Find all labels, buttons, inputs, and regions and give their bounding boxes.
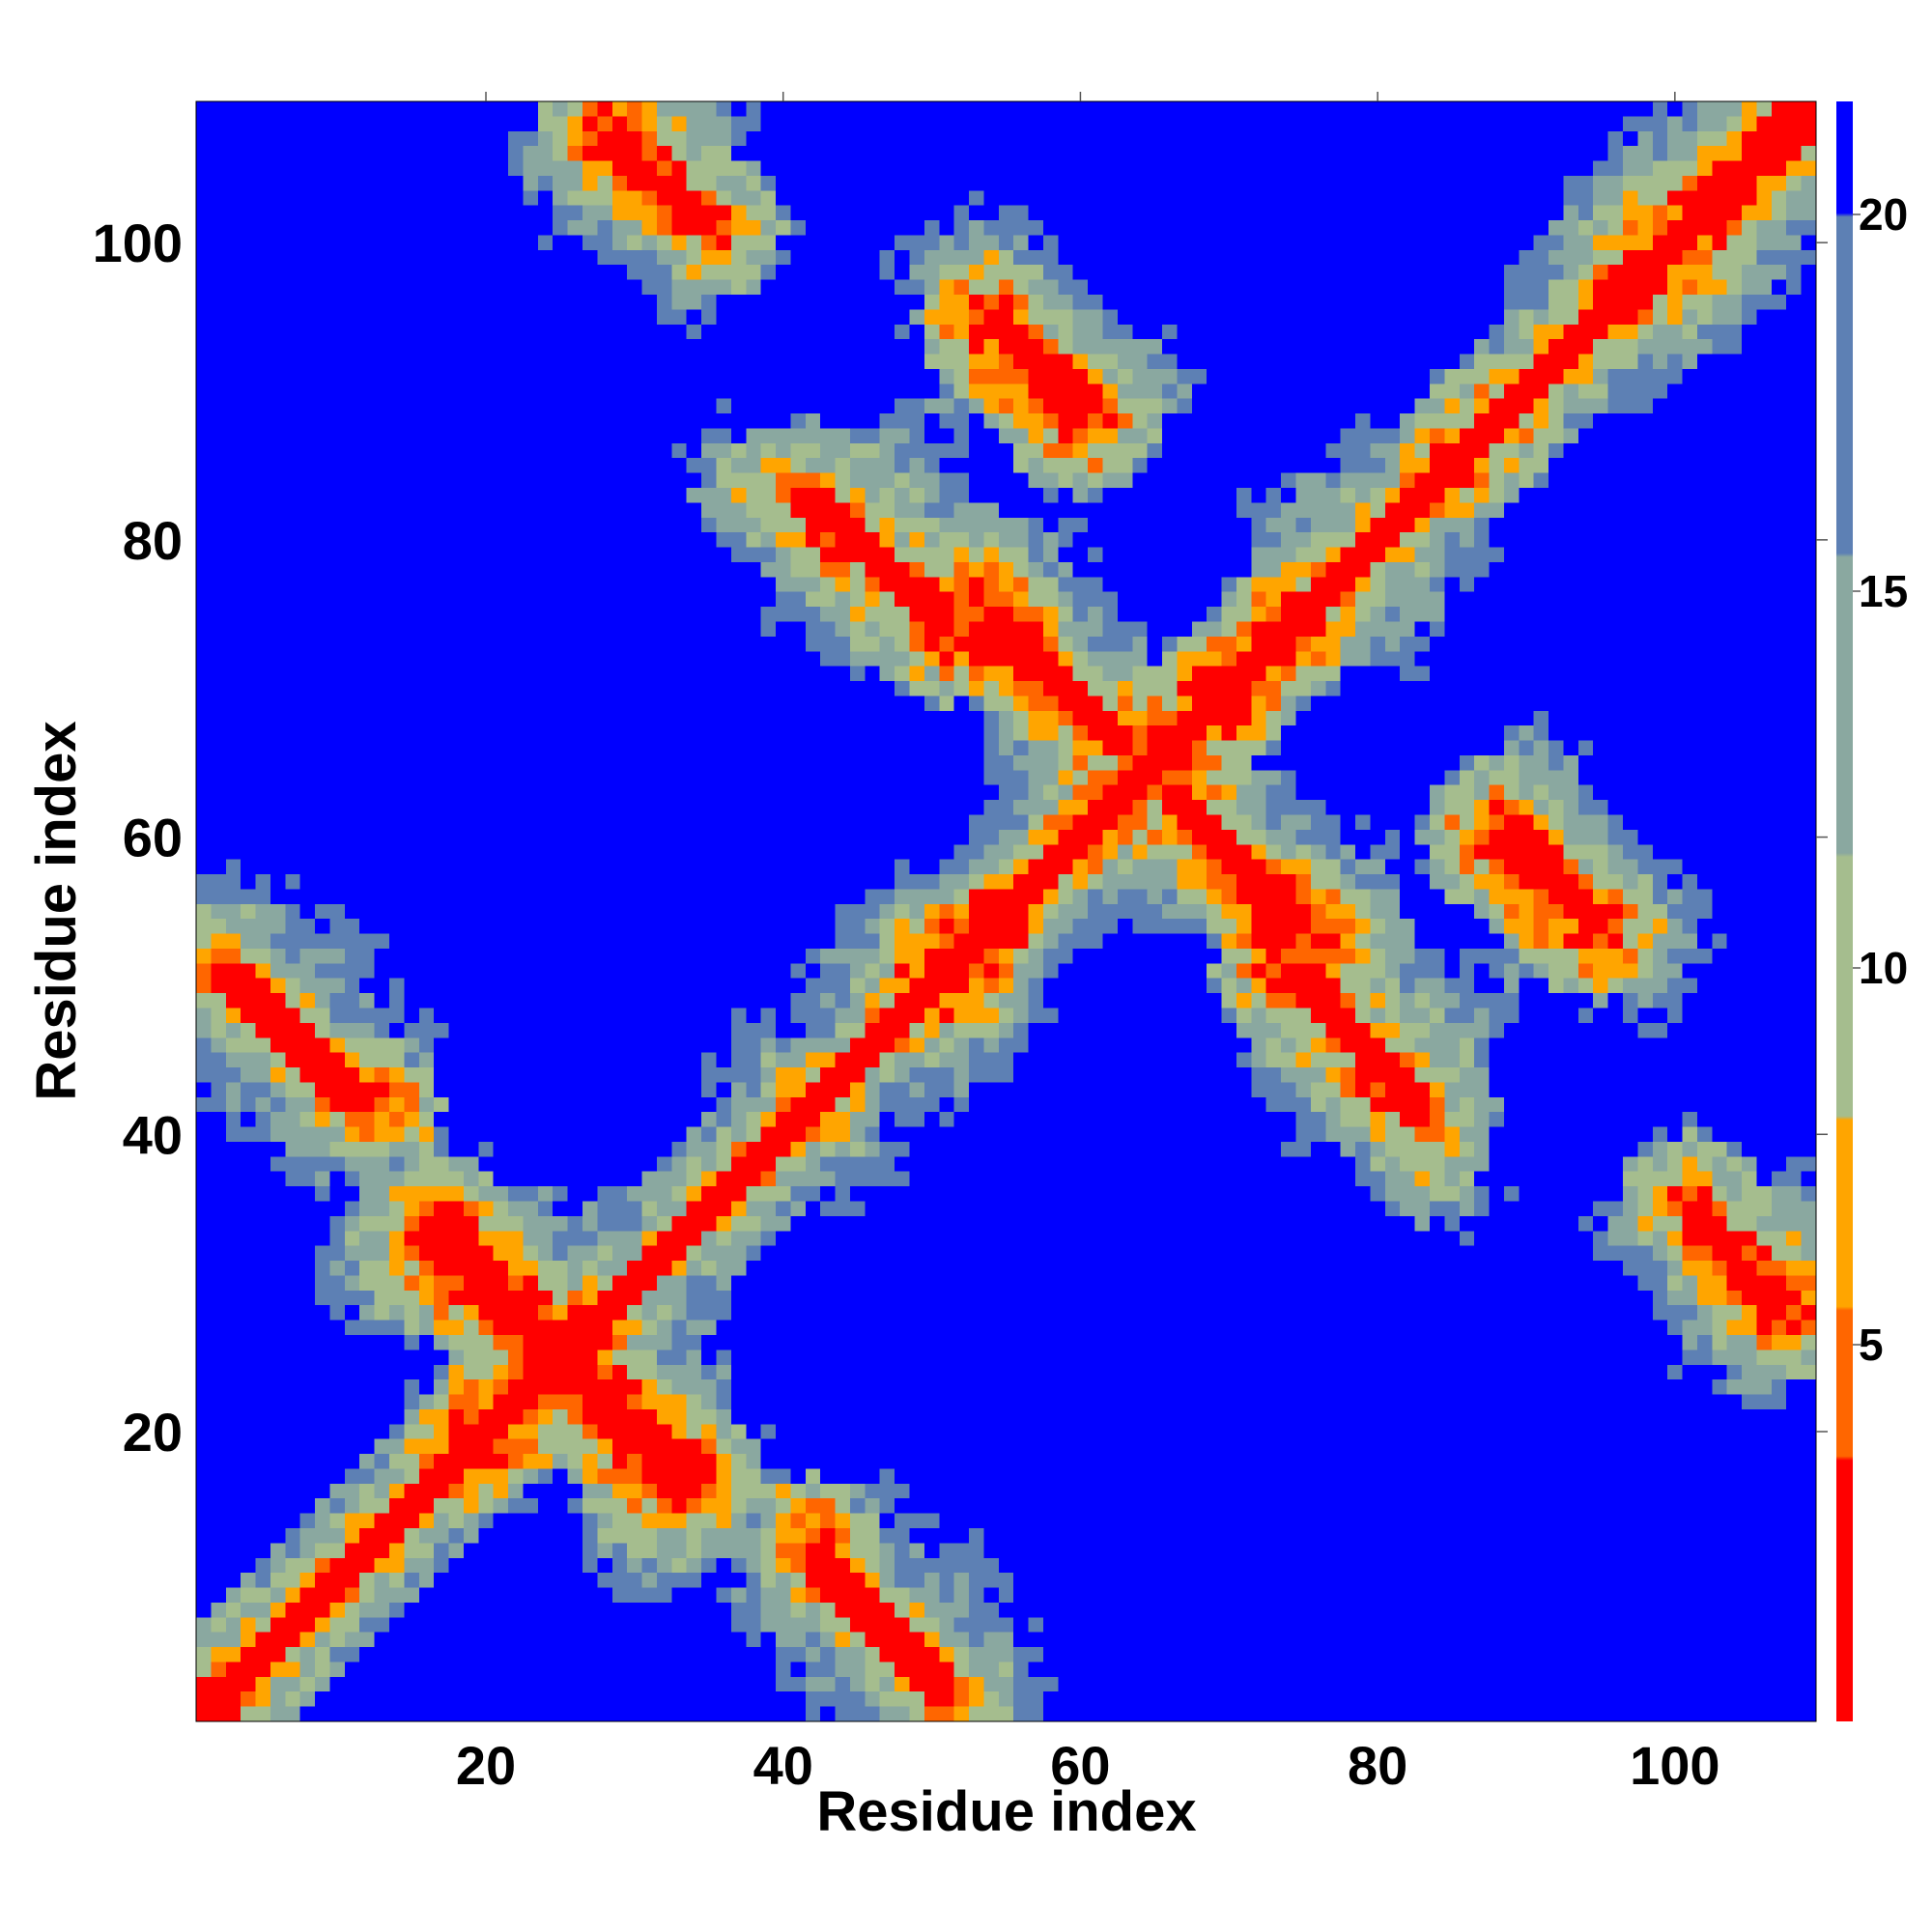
- colorbar: [1836, 101, 1853, 1721]
- x-tick-label: 40: [753, 1735, 813, 1796]
- heatmap-cells: [196, 101, 1816, 1721]
- y-tick-label: 60: [123, 808, 183, 868]
- y-tick-label: 40: [123, 1104, 183, 1165]
- y-axis-title: Residue index: [25, 721, 88, 1100]
- y-axis-ticks: 20 40 60 80 100: [93, 213, 1828, 1463]
- x-tick-label: 100: [1630, 1735, 1719, 1796]
- y-tick-label: 20: [123, 1402, 183, 1463]
- plot-frame: [195, 100, 1817, 1722]
- y-tick-label: 80: [123, 510, 183, 571]
- colorbar-tick-label: 10: [1859, 943, 1908, 993]
- x-axis-title: Residue index: [816, 1780, 1196, 1843]
- x-tick-label: 80: [1348, 1735, 1407, 1796]
- x-axis-ticks: 20 40 60 80 100: [456, 92, 1720, 1796]
- x-tick-label: 60: [1050, 1735, 1110, 1796]
- colorbar-tick-label: 15: [1859, 566, 1908, 616]
- colorbar-tick-label: 20: [1859, 189, 1908, 240]
- x-tick-label: 20: [456, 1735, 516, 1796]
- colorbar-tick-label: 5: [1859, 1320, 1884, 1370]
- colorbar-ticks: 5 10 15 20: [1853, 189, 1908, 1370]
- y-tick-label: 100: [93, 213, 183, 273]
